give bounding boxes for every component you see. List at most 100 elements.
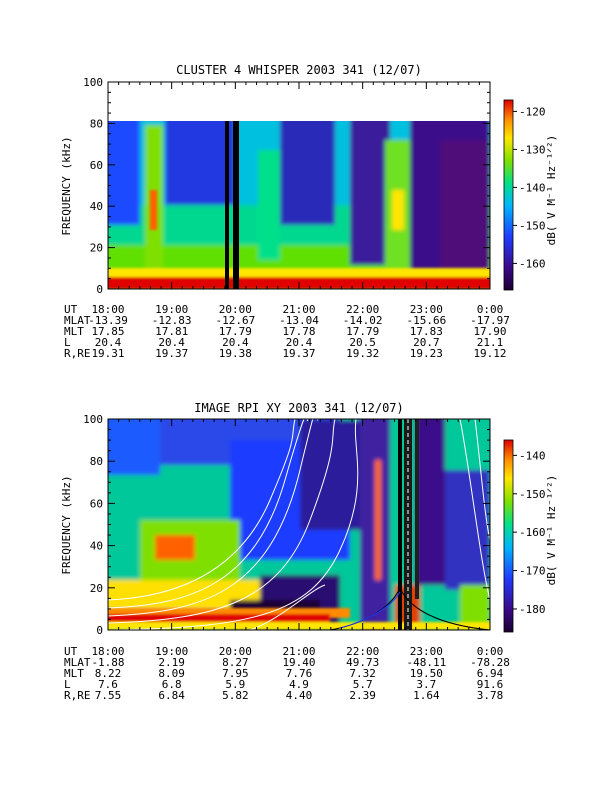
ephemeris-value: 4.9: [289, 678, 309, 691]
ephemeris-value: -78.28: [470, 656, 510, 669]
ephemeris-value: 3.78: [477, 689, 504, 702]
ephemeris-value: 1.64: [413, 689, 440, 702]
panel1-ephemeris: UT 18:00 19:00 20:00 21:00 22:00 23:00 0:00 MLAT…: [64, 303, 510, 360]
y-tick-label: 20: [90, 242, 103, 255]
x-tick-label: 18:00: [91, 303, 124, 316]
ephemeris-value: -1.88: [91, 656, 124, 669]
x-tick-label: 21:00: [282, 303, 315, 316]
ephemeris-value: 7.76: [286, 667, 313, 680]
colorbar-tick-label: -130: [519, 143, 546, 156]
y-tick-label: 100: [83, 413, 103, 426]
ephemeris-value: 19.32: [346, 347, 379, 360]
ephemeris-value: 20.7: [413, 336, 440, 349]
panel1-colorbar-ticks: -120 -130 -140 -150 -160: [513, 105, 546, 270]
ephemeris-value: 2.19: [158, 656, 185, 669]
panel2-colorbar-ticks: -140 -150 -160 -170 -180: [513, 449, 546, 616]
ephemeris-value: 17.79: [219, 325, 252, 338]
ephemeris-value: 5.9: [225, 678, 245, 691]
ephemeris-value: 19.38: [219, 347, 252, 360]
ephemeris-value: 8.09: [158, 667, 185, 680]
panel1-y-label: FREQUENCY (kHz): [60, 136, 73, 235]
y-tick-label: 0: [96, 283, 103, 296]
x-tick-label: 22:00: [346, 645, 379, 658]
ephemeris-value: 21.1: [477, 336, 504, 349]
panel1-y-axis: 0 20 40 60 80 100: [83, 76, 490, 296]
ephemeris-row-label: MLT: [64, 325, 84, 338]
ephemeris-value: 6.8: [162, 678, 182, 691]
ephemeris-value: 7.55: [95, 689, 122, 702]
panel1-colorbar: [503, 99, 514, 291]
x-tick-label: 23:00: [410, 303, 443, 316]
ephemeris-value: 20.4: [286, 336, 313, 349]
y-tick-label: 0: [96, 624, 103, 637]
panel2-colorbar-label: dB( V M⁻¹ Hz⁻¹ᐟ²): [545, 475, 558, 586]
x-tick-label: 23:00: [410, 645, 443, 658]
ephemeris-value: 7.32: [349, 667, 376, 680]
ephemeris-value: 91.6: [477, 678, 504, 691]
ephemeris-value: 17.79: [346, 325, 379, 338]
panel2-colorbar: [503, 439, 514, 633]
x-tick-label: 18:00: [91, 645, 124, 658]
ephemeris-value: 20.4: [95, 336, 122, 349]
ephemeris-row-label: L: [64, 678, 71, 691]
ephemeris-value: 7.95: [222, 667, 249, 680]
colorbar-tick-label: -170: [519, 565, 546, 578]
ephemeris-value: 2.39: [349, 689, 376, 702]
ephemeris-value: 20.5: [349, 336, 376, 349]
ephemeris-value: 17.85: [91, 325, 124, 338]
x-tick-label: 20:00: [219, 645, 252, 658]
ephemeris-value: 20.4: [158, 336, 185, 349]
ephemeris-value: 4.40: [286, 689, 313, 702]
ephemeris-value: 8.22: [95, 667, 122, 680]
panel2-y-axis: 0 20 40 60 80 100: [83, 413, 490, 637]
ephemeris-row-label: MLAT: [64, 314, 91, 327]
ephemeris-value: 7.6: [98, 678, 118, 691]
ephemeris-value: -12.67: [215, 314, 255, 327]
colorbar-tick-label: -150: [519, 219, 546, 232]
ephemeris-value: 17.90: [473, 325, 506, 338]
ephemeris-value: 3.7: [416, 678, 436, 691]
x-tick-label: 0:00: [477, 303, 504, 316]
panel1-colorbar-label: dB( V M⁻¹ Hz⁻¹ᐟ²): [545, 135, 558, 246]
ephemeris-row-label: R,RE: [64, 689, 91, 702]
y-tick-label: 100: [83, 76, 103, 89]
ephemeris-row-label: R,RE: [64, 347, 91, 360]
y-tick-label: 60: [90, 159, 103, 172]
panel1-data-gap: [233, 121, 239, 289]
panel1-title: CLUSTER 4 WHISPER 2003 341 (12/07): [176, 63, 422, 77]
colorbar-tick-label: -150: [519, 488, 546, 501]
ephemeris-value: 6.94: [477, 667, 504, 680]
ephemeris-value: -13.39: [88, 314, 128, 327]
y-tick-label: 80: [90, 455, 103, 468]
x-tick-label: 19:00: [155, 645, 188, 658]
x-tick-label: 22:00: [346, 303, 379, 316]
panel2-title: IMAGE RPI XY 2003 341 (12/07): [194, 401, 404, 415]
colorbar-tick-label: -160: [519, 526, 546, 539]
ephemeris-value: 19.37: [155, 347, 188, 360]
ephemeris-value: -17.97: [470, 314, 510, 327]
y-tick-label: 60: [90, 497, 103, 510]
ephemeris-value: 20.4: [222, 336, 249, 349]
ephemeris-row-label: MLAT: [64, 656, 91, 669]
ephemeris-row-label: L: [64, 336, 71, 349]
panel1-data-gap: [225, 121, 229, 289]
ephemeris-row-label: MLT: [64, 667, 84, 680]
ephemeris-value: -15.66: [406, 314, 446, 327]
ephemeris-value: -12.83: [152, 314, 192, 327]
ephemeris-value: 19.50: [410, 667, 443, 680]
colorbar-tick-label: -140: [519, 449, 546, 462]
y-tick-label: 20: [90, 582, 103, 595]
panel2-y-label: FREQUENCY (kHz): [60, 475, 73, 574]
ephemeris-value: 6.84: [158, 689, 185, 702]
ephemeris-value: 5.82: [222, 689, 249, 702]
ephemeris-value: 8.27: [222, 656, 249, 669]
ephemeris-value: -13.04: [279, 314, 319, 327]
panel2-spectrogram: [108, 419, 490, 630]
panel2-x-axis: [107, 419, 491, 630]
ephemeris-row-label: UT: [64, 645, 78, 658]
ephemeris-value: 49.73: [346, 656, 379, 669]
ephemeris-value: 17.78: [282, 325, 315, 338]
ephemeris-value: 19.31: [91, 347, 124, 360]
x-tick-label: 20:00: [219, 303, 252, 316]
